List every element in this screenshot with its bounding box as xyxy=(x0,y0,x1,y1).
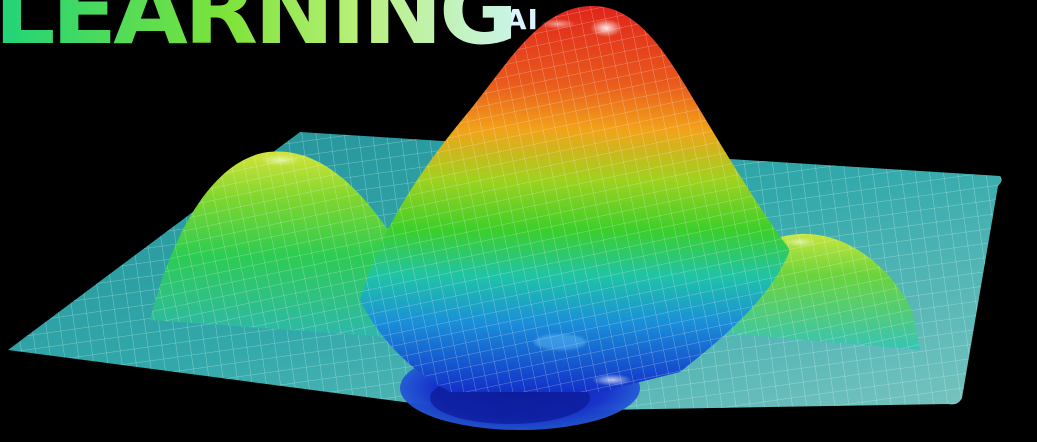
peak-highlight xyxy=(590,19,622,37)
